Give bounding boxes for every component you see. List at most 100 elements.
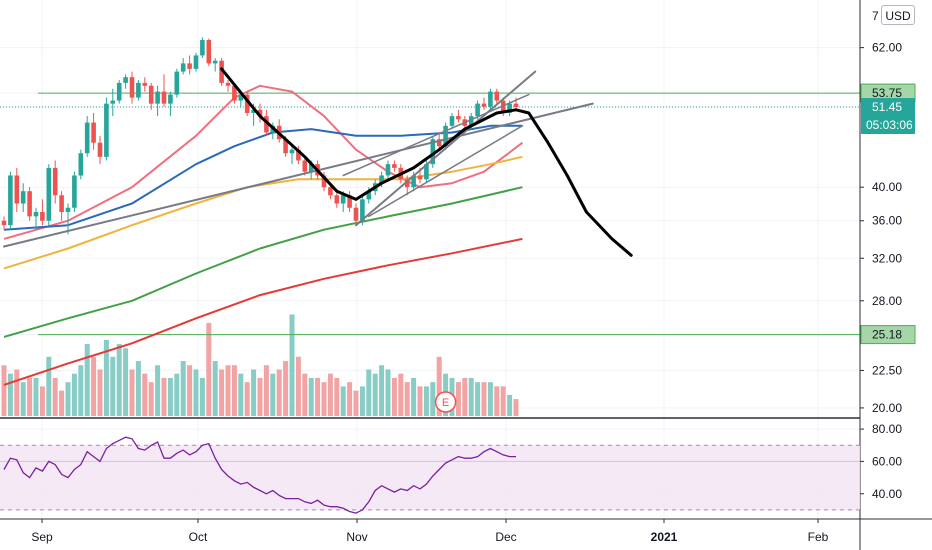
candle xyxy=(72,171,77,213)
price-tick-label: 62.00 xyxy=(872,41,902,55)
candle-body xyxy=(232,85,237,101)
time-tick-label: Oct xyxy=(189,530,208,544)
candle-body xyxy=(392,164,397,168)
volume-bar xyxy=(398,373,404,416)
price-tick-label: 32.00 xyxy=(872,251,902,265)
candle-body xyxy=(14,175,20,204)
volume-bar xyxy=(391,377,397,416)
volume-bar xyxy=(206,322,212,416)
level-price-tag-label: 25.18 xyxy=(872,328,902,342)
volume-bar xyxy=(308,377,314,416)
candle-body xyxy=(436,139,442,147)
level-price-tag-label: 53.75 xyxy=(872,86,902,100)
candle-body xyxy=(308,164,314,172)
rsi-band xyxy=(0,445,860,510)
candle-body xyxy=(328,187,333,196)
candle-body xyxy=(40,212,45,221)
candle xyxy=(136,80,141,101)
candle-body xyxy=(27,191,32,217)
candle-body xyxy=(200,40,205,56)
candle-body xyxy=(340,195,346,204)
candle xyxy=(244,91,250,117)
volume-bar xyxy=(321,382,327,416)
candle-body xyxy=(110,100,116,104)
candle-body xyxy=(142,82,148,86)
volume-bar xyxy=(417,386,423,416)
candle-body xyxy=(257,109,263,117)
candle xyxy=(168,91,173,117)
moving-average-line xyxy=(3,155,523,270)
volume-bar xyxy=(135,361,141,416)
rsi-tick-label: 40.00 xyxy=(872,487,902,501)
candle xyxy=(302,156,308,176)
candle-body xyxy=(8,175,13,226)
volume-bar xyxy=(225,365,231,416)
candle-body xyxy=(225,82,231,86)
volume-bar xyxy=(423,386,429,416)
candle xyxy=(212,58,218,72)
candle-body xyxy=(449,116,455,126)
candle xyxy=(14,167,20,213)
volume-bar xyxy=(334,377,340,416)
volume-bar xyxy=(59,390,65,416)
candle-body xyxy=(321,175,327,188)
candle-body xyxy=(168,94,173,104)
candle xyxy=(206,38,212,67)
candle-body xyxy=(468,116,474,126)
volume-bar xyxy=(97,369,103,416)
volume-bar xyxy=(27,377,33,416)
countdown-label: 05:03:06 xyxy=(866,118,913,132)
candle-body xyxy=(251,109,256,113)
candle-body xyxy=(283,139,288,154)
moving-average-line xyxy=(3,237,523,386)
volume-bar xyxy=(263,365,269,416)
last-price-tag xyxy=(861,98,915,135)
candle-body xyxy=(366,191,372,200)
volume-bar xyxy=(475,382,481,416)
candle-body xyxy=(84,122,90,154)
candle xyxy=(219,58,224,86)
moving-average-line xyxy=(3,84,524,240)
candle xyxy=(8,171,13,230)
candle xyxy=(494,88,500,104)
time-tick-label: Nov xyxy=(346,530,367,544)
volume-bar xyxy=(148,382,154,416)
volume-bar xyxy=(315,377,321,416)
volume-bar xyxy=(33,377,39,416)
candle-body xyxy=(193,55,199,69)
candle-body xyxy=(212,60,218,64)
candle-body xyxy=(353,207,359,221)
earnings-marker-icon xyxy=(434,391,457,413)
candle xyxy=(129,71,135,104)
candle xyxy=(353,203,359,226)
candle-body xyxy=(104,103,109,157)
candle xyxy=(65,203,71,235)
volume-bar xyxy=(366,369,372,416)
volume-bar xyxy=(129,369,135,416)
volume-bar xyxy=(513,399,519,416)
candle xyxy=(289,146,295,165)
candle-body xyxy=(417,175,423,180)
candle xyxy=(430,135,436,168)
volume-bar xyxy=(353,390,359,416)
candle xyxy=(200,37,205,59)
currency-button[interactable]: USD xyxy=(881,5,915,25)
candle-body xyxy=(360,199,365,221)
candle xyxy=(456,109,461,123)
candle xyxy=(187,55,192,75)
candle xyxy=(193,52,199,72)
volume-bar xyxy=(455,382,461,416)
candle xyxy=(385,160,391,180)
volume-bar xyxy=(212,361,218,416)
price-tick-label: 28.00 xyxy=(872,294,902,308)
candle-body xyxy=(91,122,96,143)
volume-bar xyxy=(340,386,346,416)
candle xyxy=(449,112,455,130)
volume-bar xyxy=(276,369,282,416)
candle xyxy=(404,175,410,196)
candle xyxy=(20,183,26,213)
volume-bar xyxy=(1,365,7,416)
rsi-tick-label: 60.00 xyxy=(872,454,902,468)
time-tick-label: Dec xyxy=(495,530,516,544)
